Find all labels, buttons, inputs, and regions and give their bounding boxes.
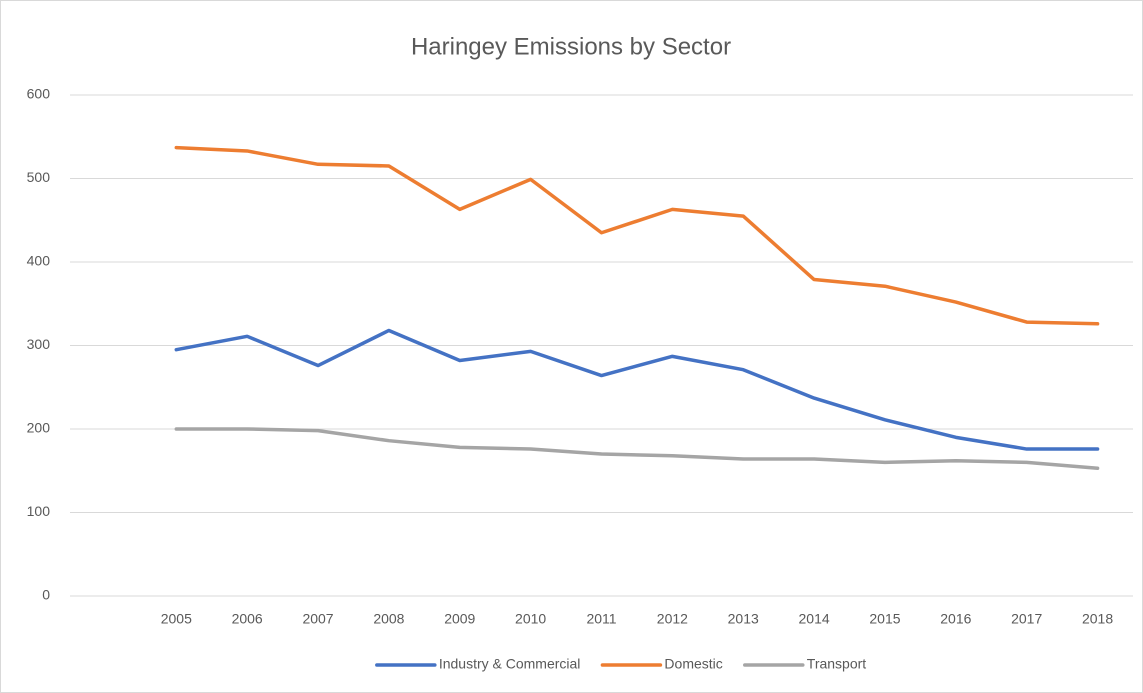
x-tick-label: 2013 bbox=[728, 611, 759, 627]
x-tick-label: 2005 bbox=[161, 611, 192, 627]
series-line bbox=[174, 427, 1100, 470]
y-tick-label: 200 bbox=[27, 420, 51, 436]
x-tick-label: 2009 bbox=[444, 611, 475, 627]
x-tick-label: 2015 bbox=[869, 611, 900, 627]
y-tick-label: 0 bbox=[42, 587, 50, 603]
y-tick-label: 400 bbox=[27, 253, 51, 269]
legend-label: Transport bbox=[807, 656, 867, 672]
y-tick-label: 500 bbox=[27, 169, 51, 185]
x-tick-label: 2012 bbox=[657, 611, 688, 627]
y-tick-label: 300 bbox=[27, 336, 51, 352]
y-tick-label: 100 bbox=[27, 503, 51, 519]
legend-label: Domestic bbox=[664, 656, 722, 672]
x-tick-label: 2008 bbox=[373, 611, 404, 627]
y-tick-label: 600 bbox=[27, 86, 51, 102]
x-tick-label: 2014 bbox=[799, 611, 830, 627]
x-tick-label: 2010 bbox=[515, 611, 546, 627]
legend-label: Industry & Commercial bbox=[439, 656, 581, 672]
x-tick-label: 2018 bbox=[1082, 611, 1113, 627]
chart-title: Haringey Emissions by Sector bbox=[411, 33, 731, 60]
series-line bbox=[174, 145, 1100, 326]
x-tick-label: 2017 bbox=[1011, 611, 1042, 627]
series-line bbox=[174, 328, 1100, 451]
x-tick-label: 2007 bbox=[302, 611, 333, 627]
x-tick-label: 2016 bbox=[940, 611, 971, 627]
x-tick-label: 2011 bbox=[586, 611, 616, 627]
x-tick-label: 2006 bbox=[232, 611, 263, 627]
